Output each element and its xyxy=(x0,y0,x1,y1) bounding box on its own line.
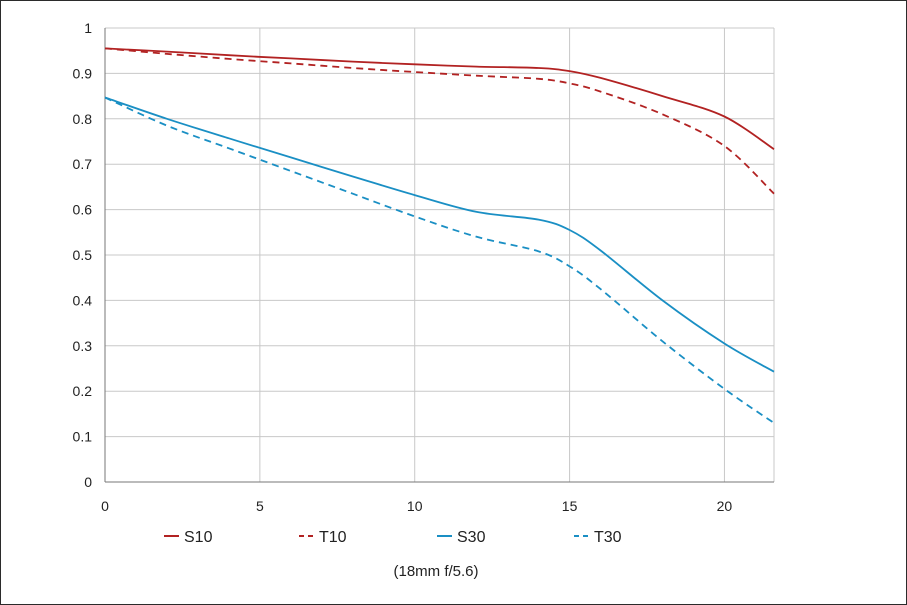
x-tick-label: 10 xyxy=(407,498,423,514)
x-tick-label: 20 xyxy=(717,498,733,514)
y-tick-label: 0.4 xyxy=(73,292,93,308)
y-tick-label: 0.7 xyxy=(73,156,93,172)
y-tick-label: 0.2 xyxy=(73,383,93,399)
series-line-t30 xyxy=(104,96,775,424)
series-line-s10 xyxy=(104,47,775,150)
x-tick-label: 15 xyxy=(562,498,578,514)
chart-caption: (18mm f/5.6) xyxy=(393,563,478,580)
legend-label-t30: T30 xyxy=(594,529,622,546)
y-tick-label: 0.9 xyxy=(73,65,93,81)
legend: S10 T10 S30 T30 xyxy=(164,529,622,546)
axes xyxy=(104,28,774,483)
series-lines xyxy=(104,47,775,424)
y-tick-label: 0.6 xyxy=(73,202,93,218)
legend-label-s30: S30 xyxy=(457,529,486,546)
grid xyxy=(104,27,775,483)
x-tick-label: 0 xyxy=(101,498,109,514)
series-line-s30 xyxy=(104,96,775,373)
y-tick-label: 0.8 xyxy=(73,111,93,127)
series-line-t10 xyxy=(104,47,775,195)
y-tick-label: 0.3 xyxy=(73,338,93,354)
legend-label-t10: T10 xyxy=(319,529,347,546)
legend-label-s10: S10 xyxy=(184,529,213,546)
y-tick-label: 0.5 xyxy=(73,247,93,263)
y-tick-label: 0.1 xyxy=(73,429,93,445)
y-tick-label: 1 xyxy=(84,20,92,36)
tick-labels: 00.10.20.30.40.50.60.70.80.910 5 10 15 20 xyxy=(73,20,733,514)
x-tick-label: 5 xyxy=(256,498,264,514)
y-tick-label: 0 xyxy=(84,474,92,490)
